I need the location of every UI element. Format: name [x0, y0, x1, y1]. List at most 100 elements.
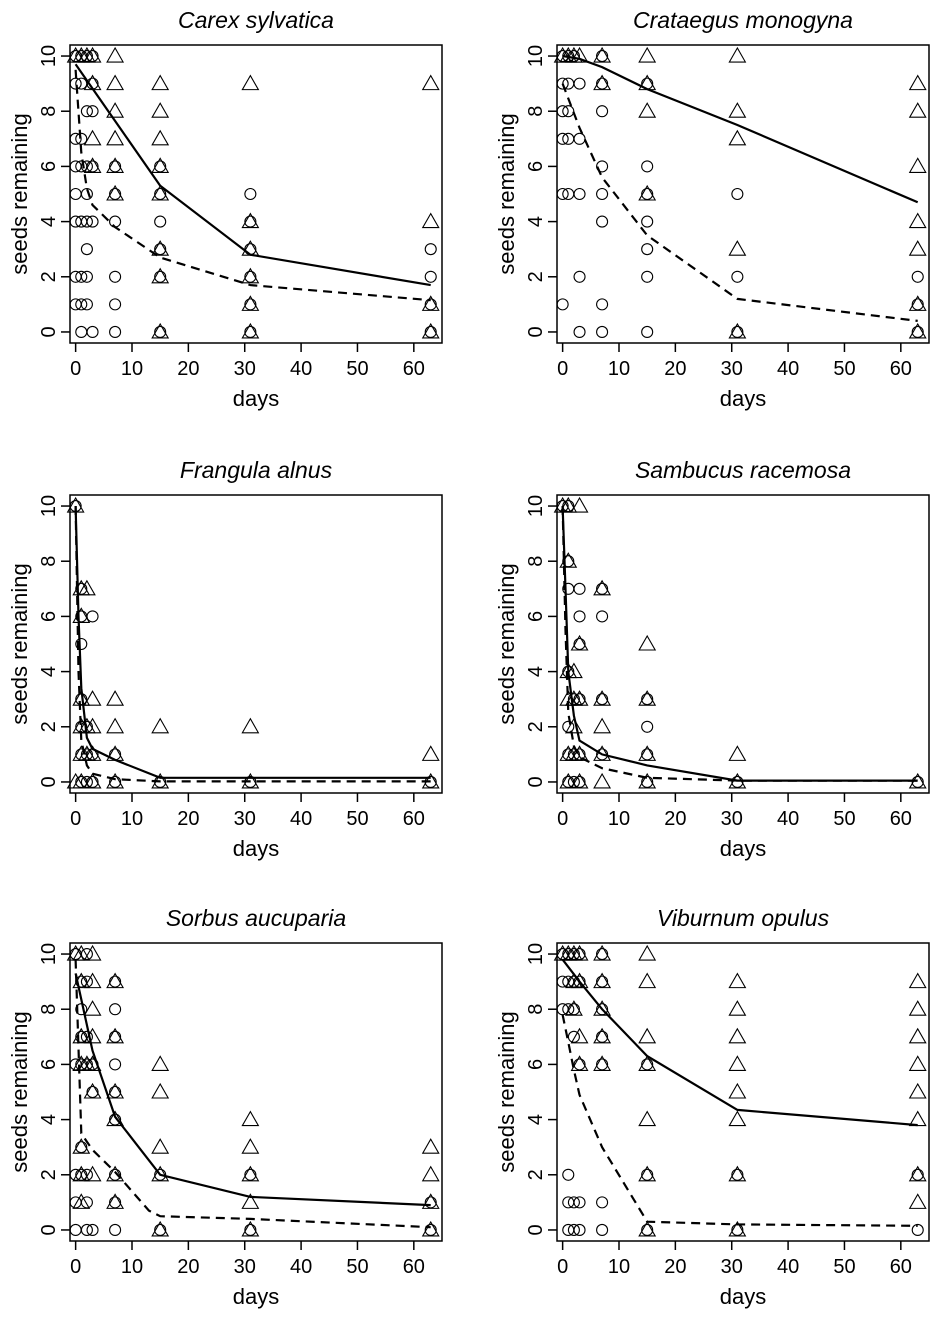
data-point-circle — [596, 187, 609, 201]
data-point-triangle — [151, 102, 170, 118]
data-point-triangle — [593, 772, 612, 789]
data-point-triangle — [638, 46, 657, 63]
data-point-circle — [244, 325, 257, 339]
data-point-circle — [596, 105, 609, 118]
data-point-circle — [731, 1223, 744, 1237]
data-point-triangle — [908, 74, 927, 91]
data-point-triangle — [908, 240, 927, 256]
x-tick-label: 10 — [608, 1256, 630, 1278]
x-tick-label: 40 — [777, 1256, 799, 1278]
data-point-triangle — [638, 772, 657, 789]
data-point-circle — [641, 748, 654, 761]
data-point-circle — [573, 1223, 586, 1237]
data-point-triangle — [564, 662, 583, 679]
data-point-triangle — [593, 1027, 612, 1044]
data-point-triangle — [908, 972, 927, 989]
data-point-triangle — [908, 295, 927, 311]
data-point-triangle — [151, 1138, 170, 1154]
data-point-circle — [596, 1223, 609, 1237]
data-point-triangle — [83, 717, 102, 734]
data-point-circle — [573, 187, 586, 201]
data-point-circle — [109, 1030, 122, 1043]
data-point-circle — [596, 325, 609, 339]
data-point-triangle — [908, 1082, 927, 1099]
chart-title: Crataegus monogyna — [633, 7, 853, 33]
x-tick-label: 30 — [721, 358, 743, 380]
data-point-triangle — [241, 1165, 260, 1182]
y-tick-label: 10 — [38, 45, 60, 67]
data-point-circle — [75, 1141, 88, 1154]
chart-title: Sorbus aucuparia — [166, 905, 346, 931]
x-tick-label: 10 — [121, 358, 143, 380]
x-tick-label: 10 — [121, 808, 143, 830]
x-tick-label: 50 — [833, 358, 855, 380]
data-point-triangle — [728, 240, 747, 256]
x-tick-label: 20 — [664, 358, 686, 380]
y-tick-label: 10 — [525, 495, 547, 517]
data-point-triangle — [83, 1165, 102, 1182]
y-tick-label: 4 — [38, 666, 60, 677]
data-point-triangle — [728, 972, 747, 989]
y-tick-label: 6 — [38, 161, 60, 172]
data-point-circle — [641, 187, 654, 201]
data-point-triangle — [151, 74, 170, 91]
data-point-triangle — [151, 240, 170, 256]
y-tick-label: 4 — [525, 1114, 547, 1125]
data-point-triangle — [593, 579, 612, 596]
data-point-circle — [911, 270, 924, 283]
data-point-circle — [573, 610, 586, 623]
x-tick-label: 0 — [70, 358, 81, 380]
data-point-triangle — [421, 1220, 440, 1237]
data-point-circle — [641, 720, 654, 733]
data-point-triangle — [421, 1165, 440, 1182]
data-point-circle — [86, 105, 99, 118]
data-point-triangle — [908, 1110, 927, 1127]
y-axis-label: seeds remaining — [494, 113, 519, 274]
data-point-triangle — [593, 1055, 612, 1071]
data-point-circle — [424, 243, 437, 256]
chart-title: Frangula alnus — [180, 457, 333, 483]
fitted-line-dashed — [74, 505, 431, 783]
y-tick-label: 0 — [525, 326, 547, 337]
data-point-circle — [424, 325, 437, 339]
x-tick-label: 20 — [177, 1256, 199, 1278]
x-tick-label: 40 — [290, 808, 312, 830]
data-point-circle — [75, 132, 88, 145]
chart-title: Sambucus racemosa — [635, 457, 851, 483]
fitted-line-dashed — [74, 959, 431, 1229]
chart-title: Viburnum opulus — [657, 905, 830, 931]
data-point-triangle — [593, 690, 612, 706]
data-point-circle — [556, 77, 569, 90]
chart-panel: Viburnum opulus 0 10 20 30 40 50 60 0 2 4 6 8 10 days s… — [494, 905, 930, 1309]
data-point-triangle — [421, 1193, 440, 1209]
fitted-line-solid — [74, 505, 431, 779]
chart-panel: Crataegus monogyna 0 10 20 30 40 50 60 0 2 4 6 8 10 da… — [494, 7, 930, 411]
y-tick-label: 6 — [525, 161, 547, 172]
chart-panel: Carex sylvatica 0 10 20 30 40 50 60 0 2 4 6 8 10 days s… — [7, 7, 443, 411]
y-tick-label: 2 — [525, 271, 547, 282]
data-point-circle — [641, 1168, 654, 1181]
data-point-triangle — [72, 1138, 91, 1154]
data-point-triangle — [83, 129, 102, 146]
data-point-triangle — [638, 690, 657, 706]
data-point-triangle — [151, 1055, 170, 1071]
data-point-triangle — [638, 1027, 657, 1044]
fitted-line-solid — [74, 973, 431, 1207]
x-tick-label: 50 — [833, 1256, 855, 1278]
x-tick-label: 60 — [403, 1256, 425, 1278]
data-point-circle — [556, 132, 569, 145]
data-point-triangle — [106, 102, 125, 118]
y-tick-label: 4 — [38, 1114, 60, 1125]
data-point-triangle — [241, 212, 260, 229]
x-tick-label: 40 — [290, 1256, 312, 1278]
data-point-triangle — [106, 46, 125, 63]
x-tick-label: 50 — [346, 1256, 368, 1278]
x-tick-label: 50 — [346, 358, 368, 380]
y-tick-label: 8 — [38, 556, 60, 567]
data-point-circle — [154, 243, 167, 256]
data-point-circle — [573, 637, 586, 651]
data-point-triangle — [593, 972, 612, 989]
chart-panel: Sambucus racemosa 0 10 20 30 40 50 60 0 2 4 6 8 10 day… — [494, 457, 930, 861]
data-point-circle — [567, 1223, 580, 1237]
y-tick-label: 2 — [525, 721, 547, 732]
